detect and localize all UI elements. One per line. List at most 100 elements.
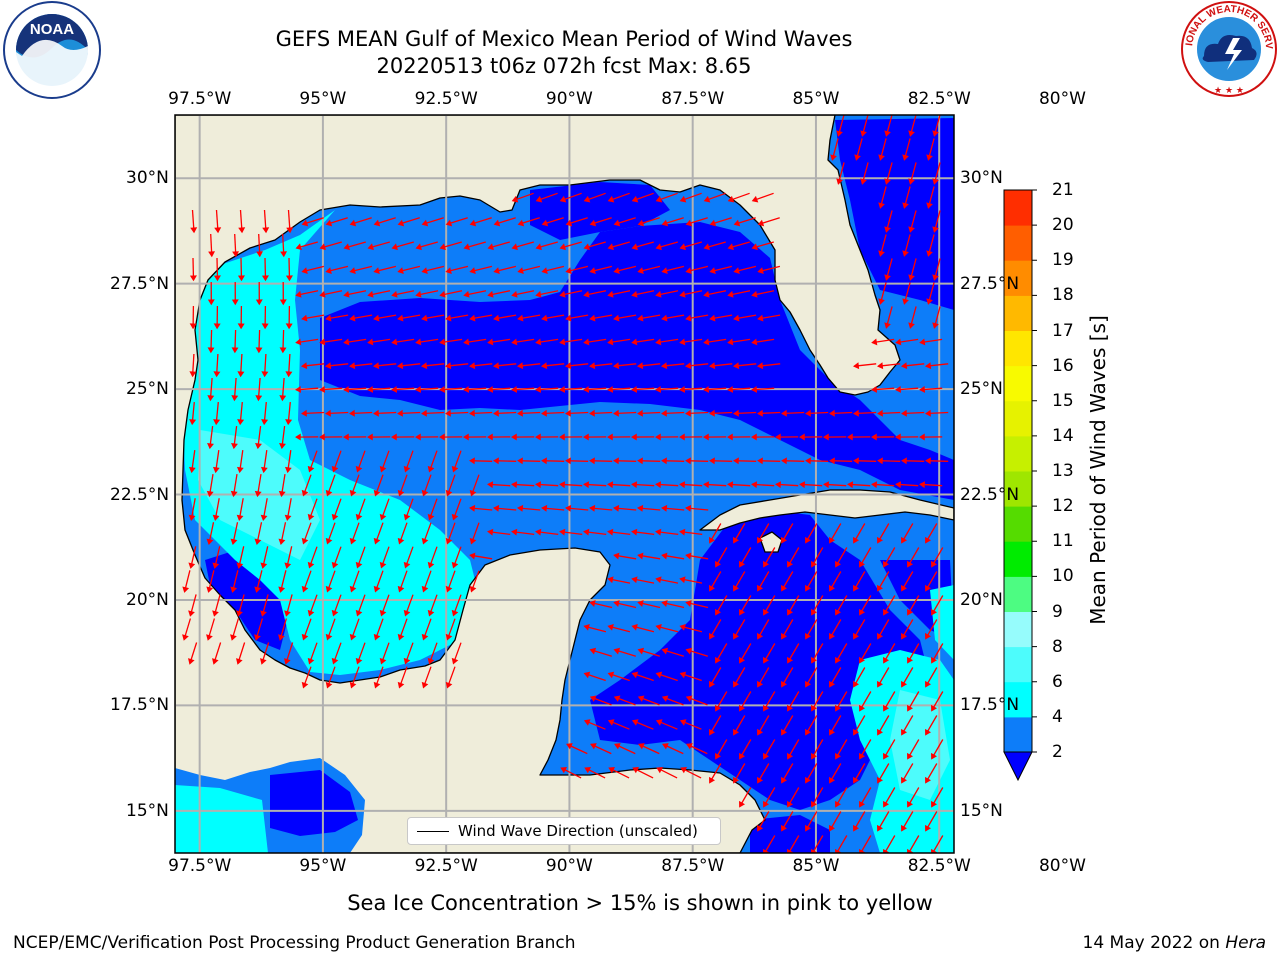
wind-wave-arrowhead: [679, 528, 686, 536]
wind-wave-arrowhead: [284, 514, 292, 522]
wind-wave-arrowhead: [757, 314, 764, 322]
lon-tick-label: 90°W: [545, 89, 593, 109]
wind-wave-arrowhead: [517, 457, 523, 465]
wind-wave-arrowhead: [379, 657, 387, 665]
map-frame: [174, 114, 955, 854]
wind-wave-arrowhead: [207, 347, 215, 354]
wind-wave-arrowhead: [445, 362, 452, 370]
wind-wave-arrowhead: [637, 409, 643, 417]
wind-wave-arrowhead: [613, 600, 620, 607]
wind-wave-arrowhead: [919, 433, 925, 441]
wind-wave-arrowhead: [367, 338, 374, 346]
wind-wave-arrowhead: [295, 433, 301, 441]
wind-wave-arrowhead: [908, 322, 915, 329]
wind-wave-arrowhead: [655, 195, 663, 203]
wind-wave-arrowhead: [733, 219, 741, 227]
wind-wave-arrowhead: [261, 419, 269, 426]
wind-wave-arrowhead: [781, 824, 788, 832]
colorbar-swatch: [1004, 260, 1032, 296]
wind-wave-arrowhead: [613, 409, 619, 417]
wind-wave-arrowhead: [511, 481, 518, 489]
wind-wave-arrowhead: [559, 195, 567, 203]
wind-wave-arrowhead: [686, 743, 693, 750]
wind-wave-arrowhead: [781, 632, 788, 640]
wind-wave-arrowhead: [607, 528, 614, 536]
wind-wave-arrowhead: [445, 314, 452, 322]
wind-wave-arrowhead: [262, 227, 270, 234]
wind-wave-arrowhead: [631, 290, 638, 298]
wind-wave-arrowhead: [355, 609, 363, 617]
wind-wave-arrowhead: [925, 362, 932, 370]
wind-wave-arrowhead: [925, 824, 932, 832]
wind-wave-arrowhead: [733, 680, 740, 688]
wind-wave-arrowhead: [655, 576, 662, 584]
colorbar-tick-label: 11: [1052, 531, 1074, 552]
wind-wave-arrowhead: [613, 314, 620, 322]
wind-wave-arrowhead: [285, 323, 293, 330]
lat-tick-label: 22.5°N: [960, 484, 1020, 505]
wind-wave-arrowhead: [589, 267, 596, 274]
wind-wave-arrowhead: [925, 632, 932, 640]
wind-wave-arrowhead: [254, 586, 262, 593]
wind-wave-arrowhead: [908, 274, 915, 281]
wind-wave-arrowhead: [926, 250, 933, 257]
wind-wave-arrowhead: [805, 584, 812, 592]
wind-wave-arrowhead: [637, 219, 645, 227]
lat-tick-label: 17.5°N: [960, 695, 1020, 716]
wind-wave-arrowhead: [397, 267, 404, 274]
wind-wave-arrowhead: [655, 386, 662, 393]
wind-wave-arrowhead: [427, 657, 435, 665]
wind-wave-arrowhead: [739, 800, 746, 808]
wind-wave-arrowhead: [260, 562, 268, 569]
wind-wave-arrowhead: [637, 600, 644, 607]
wind-wave-arrowhead: [631, 433, 637, 441]
wind-wave-arrowhead: [284, 466, 292, 474]
wind-wave-arrowhead: [877, 409, 883, 417]
wind-wave-arrowhead: [325, 681, 333, 689]
wind-wave-arrowhead: [763, 704, 770, 712]
wind-wave-arrowhead: [631, 243, 638, 251]
wind-wave-arrowhead: [237, 419, 245, 426]
wind-wave-arrowhead: [727, 195, 735, 203]
wind-wave-arrowhead: [559, 338, 566, 346]
wind-wave-arrowhead: [703, 338, 710, 346]
wind-wave-arrowhead: [373, 537, 381, 545]
wind-wave-arrowhead: [829, 409, 835, 417]
wind-wave-arrowhead: [763, 656, 770, 664]
lat-tick-label: 25°N: [126, 379, 169, 400]
wind-wave-arrowhead: [925, 776, 932, 784]
wind-wave-arrowhead: [231, 443, 238, 450]
wind-wave-arrowhead: [307, 513, 315, 521]
wind-wave-arrowhead: [931, 560, 938, 568]
wind-wave-arrowhead: [679, 671, 687, 679]
wind-wave-arrowhead: [279, 395, 287, 402]
wind-wave-arrowhead: [493, 362, 500, 370]
wind-wave-arrowhead: [854, 154, 861, 161]
wind-wave-arrowhead: [908, 130, 915, 137]
wind-wave-arrowhead: [926, 202, 933, 209]
wind-wave-arrowhead: [932, 322, 939, 329]
svg-text:★ ★ ★: ★ ★ ★: [1214, 86, 1244, 96]
wind-wave-arrowhead: [655, 623, 662, 631]
wind-wave-arrowhead: [607, 243, 614, 251]
wind-wave-arrowhead: [883, 560, 890, 568]
wind-wave-arrowhead: [919, 338, 926, 346]
wind-wave-arrowhead: [463, 386, 470, 393]
wind-wave-arrowhead: [685, 314, 692, 322]
wind-wave-arrowhead: [373, 267, 380, 274]
wind-wave-arrowhead: [469, 267, 476, 274]
lon-tick-label: 87.5°W: [661, 856, 725, 876]
wind-wave-arrowhead: [781, 776, 788, 784]
wind-wave-arrowhead: [349, 219, 357, 227]
wind-wave-arrowhead: [206, 634, 213, 641]
wind-wave-arrowhead: [871, 338, 878, 346]
wind-wave-arrowhead: [829, 680, 836, 688]
wind-wave-arrowhead: [301, 537, 309, 545]
wind-wave-arrowhead: [230, 634, 237, 641]
wind-wave-arrowhead: [343, 290, 350, 298]
wind-wave-arrowhead: [859, 608, 866, 616]
wind-wave-arrowhead: [709, 457, 715, 465]
wind-wave-arrowhead: [589, 457, 595, 465]
wind-wave-arrowhead: [901, 584, 908, 592]
wind-wave-arrowhead: [583, 243, 590, 251]
